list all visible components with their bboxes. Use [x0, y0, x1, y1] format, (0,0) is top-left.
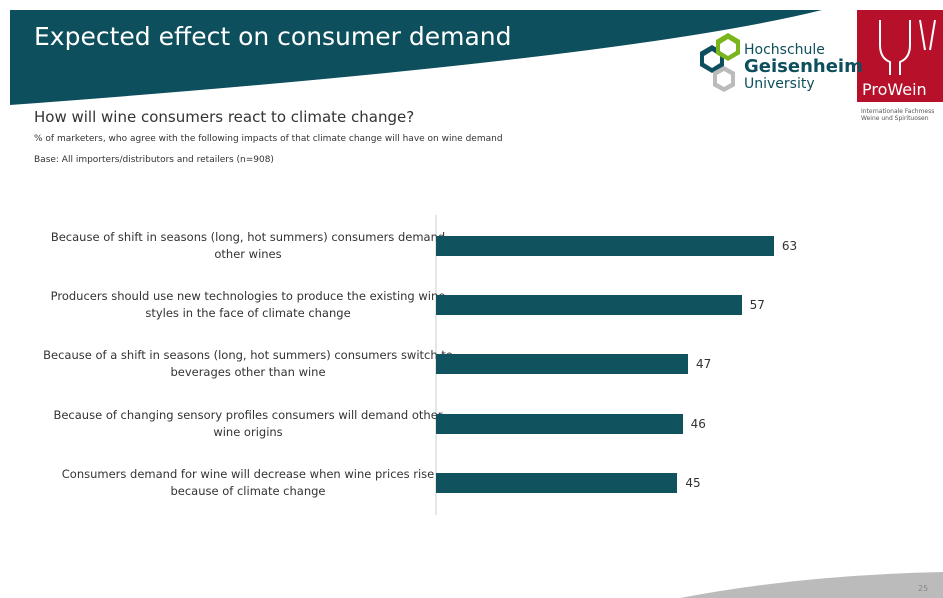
chart-note: Base: All importers/distributors and ret…: [34, 155, 274, 165]
prowein-sub-line: Weine und Spirituosen: [861, 115, 929, 122]
category-label: Producers should use new technologies to…: [50, 289, 446, 321]
bar: [436, 236, 774, 256]
footer-swoosh: [680, 572, 943, 598]
page-number: 25: [918, 584, 929, 593]
category-label: Because of a shift in seasons (long, hot…: [43, 348, 453, 380]
chart-title: How will wine consumers react to climate…: [34, 108, 415, 126]
value-label: 47: [696, 357, 712, 372]
slide-title: Expected effect on consumer demand: [34, 22, 512, 51]
value-label: 46: [690, 416, 706, 431]
bar: [436, 295, 742, 316]
value-label: 57: [749, 298, 765, 313]
header-band: [10, 10, 822, 105]
logo-line: University: [744, 76, 815, 92]
prowein-text: ProWein: [862, 80, 927, 99]
value-label: 45: [685, 475, 701, 490]
prowein-sub: Internationale Fachmess Weine und Spirit…: [861, 108, 934, 122]
value-label: 63: [781, 239, 798, 253]
chart-subtitle: % of marketers, who agree with the follo…: [34, 134, 503, 144]
hochschule-icon: [700, 33, 740, 92]
category-label: Because of shift in seasons (long, hot s…: [50, 230, 446, 261]
bar: [436, 472, 678, 493]
category-label: Because of changing sensory profiles con…: [53, 407, 443, 439]
category-label: Consumers demand for wine will decrease …: [61, 466, 435, 498]
bar: [436, 413, 683, 434]
prowein-logo: [857, 10, 943, 102]
logo-text: Hochschule Geisenheim University: [744, 42, 863, 92]
logo-line: Hochschule: [744, 42, 825, 58]
bar: [436, 354, 689, 375]
prowein-sub-line: Internationale Fachmess: [861, 108, 935, 115]
logo-line: Geisenheim: [744, 56, 863, 77]
